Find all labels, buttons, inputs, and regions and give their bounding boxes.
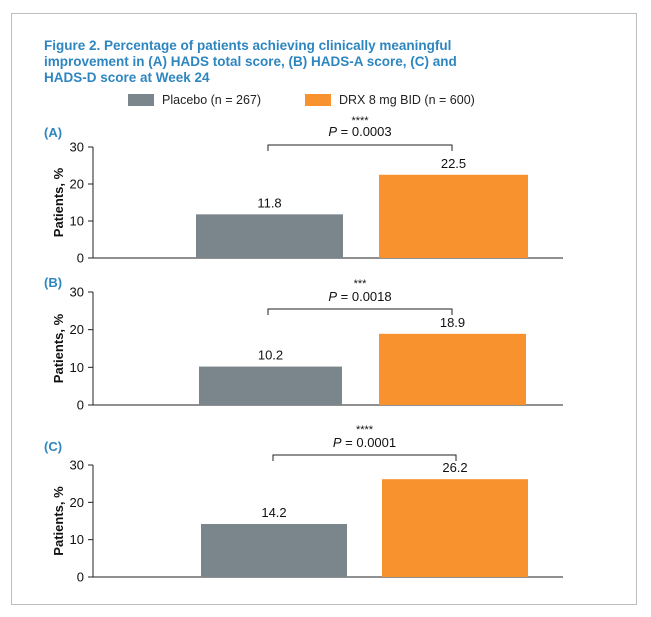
significance-stars: *** bbox=[354, 278, 368, 290]
panel-label: (C) bbox=[44, 439, 62, 454]
figure-frame bbox=[11, 13, 637, 605]
bar-value-label: 14.2 bbox=[261, 505, 286, 520]
p-value-number: = 0.0018 bbox=[337, 289, 392, 304]
p-value-symbol: P bbox=[328, 124, 337, 139]
legend-label-drx: DRX 8 mg BID (n = 600) bbox=[339, 93, 475, 107]
bar-value-label: 26.2 bbox=[442, 460, 467, 475]
y-tick-label: 30 bbox=[70, 285, 84, 300]
y-axis-label: Patients, % bbox=[51, 486, 66, 556]
significance-bracket bbox=[272, 454, 457, 461]
p-value-label: P = 0.0018 bbox=[328, 289, 391, 304]
bar-value-label: 11.8 bbox=[257, 195, 281, 210]
title-line-2: improvement in (A) HADS total score, (B)… bbox=[44, 54, 457, 69]
y-tick-label: 20 bbox=[70, 495, 84, 510]
bar bbox=[201, 523, 347, 577]
p-value-symbol: P bbox=[328, 289, 337, 304]
figure-title: Figure 2. Percentage of patients achievi… bbox=[44, 38, 604, 86]
bar bbox=[379, 174, 528, 258]
bar bbox=[196, 214, 343, 258]
y-tick-label: 0 bbox=[77, 570, 84, 585]
y-axis-label: Patients, % bbox=[51, 313, 66, 383]
y-tick-label: 20 bbox=[70, 322, 84, 337]
y-tick-label: 30 bbox=[70, 140, 84, 155]
y-tick-label: 10 bbox=[70, 214, 84, 229]
significance-bracket bbox=[267, 308, 453, 315]
p-value-number: = 0.0003 bbox=[337, 124, 392, 139]
bar bbox=[199, 366, 342, 405]
legend-swatch-drx bbox=[305, 94, 331, 106]
bar-value-label: 18.9 bbox=[440, 315, 465, 330]
p-value-number: = 0.0001 bbox=[342, 435, 397, 450]
y-tick-label: 0 bbox=[77, 251, 84, 266]
y-tick-label: 10 bbox=[70, 360, 84, 375]
p-value-label: P = 0.0001 bbox=[333, 435, 396, 450]
title-line-1: Figure 2. Percentage of patients achievi… bbox=[44, 38, 452, 53]
bar bbox=[382, 479, 528, 577]
y-tick-label: 0 bbox=[77, 398, 84, 413]
y-tick-label: 30 bbox=[70, 458, 84, 473]
p-value-label: P = 0.0003 bbox=[328, 124, 391, 139]
bar bbox=[379, 333, 526, 405]
panel-label: (A) bbox=[44, 125, 62, 140]
y-tick-label: 10 bbox=[70, 532, 84, 547]
title-line-3: HADS-D score at Week 24 bbox=[44, 70, 210, 85]
significance-bracket bbox=[267, 144, 453, 151]
y-axis-label: Patients, % bbox=[51, 167, 66, 237]
bar-value-label: 10.2 bbox=[258, 348, 283, 363]
bar-value-label: 22.5 bbox=[441, 156, 466, 171]
y-tick-label: 20 bbox=[70, 177, 84, 192]
legend-item-drx: DRX 8 mg BID (n = 600) bbox=[305, 93, 475, 107]
legend-item-placebo: Placebo (n = 267) bbox=[128, 93, 261, 107]
significance-stars: **** bbox=[356, 424, 374, 436]
legend-swatch-placebo bbox=[128, 94, 154, 106]
p-value-symbol: P bbox=[333, 435, 342, 450]
panel-label: (B) bbox=[44, 275, 62, 290]
significance-stars: **** bbox=[351, 115, 369, 127]
legend-label-placebo: Placebo (n = 267) bbox=[162, 93, 262, 107]
